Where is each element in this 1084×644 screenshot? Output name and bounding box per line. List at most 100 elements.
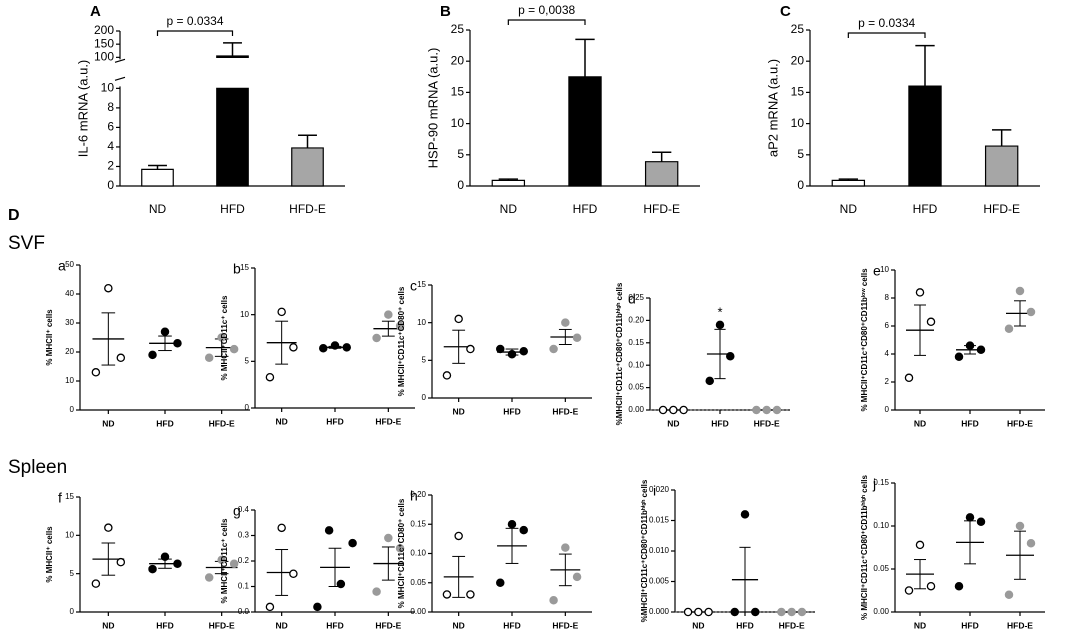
data-point <box>466 590 475 599</box>
p-value: p = 0,0038 <box>518 3 575 17</box>
data-point <box>705 376 714 386</box>
data-point <box>561 318 570 327</box>
data-point <box>313 602 322 612</box>
data-point <box>787 607 796 617</box>
y-tick-label: 15 <box>791 85 805 99</box>
y-tick-label: 4 <box>885 349 890 358</box>
y-tick-label: 0.1 <box>238 582 250 591</box>
x-tick-label: HFD-E <box>552 406 578 416</box>
panel-label: C <box>780 3 791 20</box>
data-point <box>148 350 157 360</box>
x-tick-label: HFD <box>156 620 173 630</box>
y-axis-label: %MHCII⁺CD11c⁺CD80⁺CD11bʰⁱᵍʰ cells <box>639 479 649 622</box>
significance-bracket <box>507 19 586 25</box>
y-tick-label: 100 <box>94 50 114 64</box>
y-tick-label: 5 <box>422 355 427 364</box>
y-tick-label: 15 <box>65 492 74 501</box>
y-tick-label: 0.10 <box>873 521 889 530</box>
data-point <box>289 569 298 579</box>
y-axis-label: % MHCII⁺CD11c⁺ cells <box>220 518 229 603</box>
y-tick-label: 2 <box>107 159 114 173</box>
data-point <box>572 572 582 582</box>
data-point <box>704 607 713 617</box>
data-point <box>229 559 239 568</box>
significance-bracket <box>156 30 234 36</box>
panel-label: j <box>872 476 876 492</box>
y-tick-label: 0.15 <box>628 338 644 347</box>
x-tick-label: ND <box>914 418 926 428</box>
x-tick-label: HFD <box>736 620 753 630</box>
data-point <box>229 344 239 354</box>
data-point <box>160 552 170 562</box>
y-tick-label: 0.000 <box>649 607 670 616</box>
x-tick-label: HFD <box>326 416 343 426</box>
y-tick-label: 20 <box>791 53 805 67</box>
data-point <box>173 559 182 568</box>
y-tick-label: 0.00 <box>628 405 644 414</box>
data-point <box>454 314 463 324</box>
data-point <box>965 513 975 522</box>
significance-bracket <box>847 32 926 38</box>
panel-label: g <box>233 503 241 519</box>
panel-label: f <box>58 490 62 506</box>
y-tick-label: 200 <box>94 23 114 37</box>
data-point <box>148 564 157 574</box>
y-axis-label: IL-6 mRNA (a.u.) <box>75 60 90 158</box>
y-axis-label: % MHCII⁺ cells <box>45 526 54 583</box>
data-point <box>561 543 570 552</box>
y-tick-label: 0.20 <box>628 316 644 325</box>
data-point <box>372 587 381 596</box>
y-tick-label: 0.10 <box>410 549 426 558</box>
y-axis-label: % MHCII⁺CD11c⁺CD80⁺ cells <box>397 286 406 396</box>
y-tick-label: 8 <box>107 100 114 114</box>
x-tick-label: HFD <box>711 418 728 428</box>
y-tick-label: 5 <box>457 147 464 161</box>
data-point <box>324 526 334 535</box>
y-tick-label: 0 <box>885 405 890 414</box>
y-axis-label: % MHCII⁺CD11c⁺CD80⁺ cells <box>397 498 406 608</box>
p-value: p = 0.0334 <box>858 16 915 30</box>
panel-label: d <box>628 291 636 307</box>
x-tick-label: ND <box>692 620 704 630</box>
y-tick-label: 15 <box>451 85 465 99</box>
y-tick-label: 10 <box>880 265 889 274</box>
significance-star: * <box>717 304 722 319</box>
y-tick-label: 20 <box>451 53 465 67</box>
data-point <box>1026 538 1036 548</box>
bar <box>141 168 174 187</box>
data-point <box>954 352 964 362</box>
data-point <box>217 333 226 342</box>
x-tick-label: ND <box>453 406 465 416</box>
y-tick-label: 10 <box>791 116 805 130</box>
data-point <box>1026 307 1036 317</box>
y-tick-label: 0.00 <box>410 607 426 616</box>
x-tick-label: HFD-E <box>375 416 401 426</box>
data-point <box>730 607 739 617</box>
y-tick-label: 0.20 <box>410 490 426 499</box>
y-tick-label: 15 <box>417 280 426 289</box>
y-tick-label: 5 <box>245 356 250 365</box>
y-tick-label: 0.020 <box>649 485 670 494</box>
data-point <box>507 350 517 359</box>
data-point <box>160 327 170 336</box>
bar <box>216 55 249 187</box>
x-tick-label: HFD <box>503 406 520 416</box>
y-tick-label: 0 <box>797 178 804 192</box>
x-tick-label: HFD-E <box>754 418 780 428</box>
data-point <box>954 581 964 591</box>
data-point <box>384 533 393 543</box>
y-tick-label: 40 <box>65 289 74 298</box>
data-point <box>342 343 351 352</box>
x-tick-label: ND <box>667 418 679 428</box>
y-axis-label: aP2 mRNA (a.u.) <box>765 59 780 157</box>
data-point <box>265 602 275 612</box>
data-point <box>683 607 693 617</box>
x-tick-label: HFD <box>156 418 173 428</box>
y-tick-label: 15 <box>240 263 249 272</box>
y-axis <box>114 31 126 186</box>
data-point <box>507 520 517 529</box>
x-tick-label: HFD-E <box>779 620 805 630</box>
p-value: p = 0.0334 <box>166 14 223 28</box>
x-tick-label: ND <box>914 620 926 630</box>
